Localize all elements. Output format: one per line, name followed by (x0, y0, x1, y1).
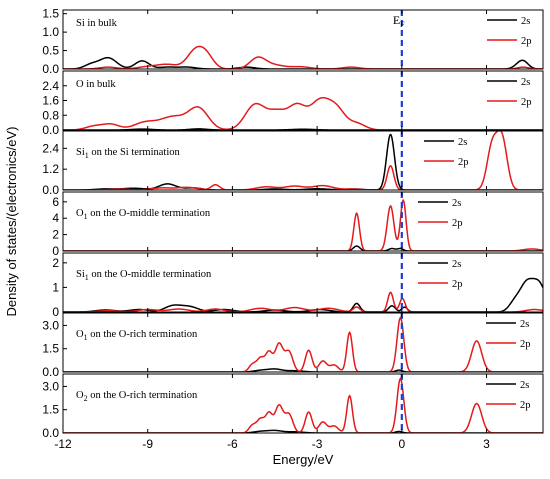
y-tick-label: 0.0 (42, 183, 59, 197)
x-tick-label: -3 (312, 437, 323, 451)
y-tick-label: 0.0 (42, 365, 59, 379)
series-line-2s-panel-5 (63, 277, 543, 312)
panel-label: O in bulk (76, 79, 116, 90)
y-tick-label: 6 (52, 195, 59, 209)
panel-frame (62, 373, 544, 434)
panel-label-rest: on the O-middle termination (88, 208, 211, 219)
panel-label: Si in bulk (76, 18, 118, 29)
y-tick-label: 1.2 (42, 162, 59, 176)
x-tick-label: -9 (142, 437, 153, 451)
panel-label-subscript: 1 (85, 151, 89, 160)
y-tick-label: 0 (52, 305, 59, 319)
fermi-label: EF (393, 13, 405, 29)
panel-label: Si1 on the O-middle termination (76, 269, 212, 282)
panel-frame (62, 312, 544, 373)
legend-label-2p: 2p (458, 157, 469, 168)
series-line-2p-panel-3 (63, 131, 543, 190)
panel-frame (62, 130, 544, 191)
y-tick-label: 1.0 (42, 25, 59, 39)
legend-label-2s: 2s (521, 77, 530, 88)
panel-label: O1 on the O-rich termination (76, 329, 198, 342)
legend-label-2p: 2p (452, 279, 463, 290)
y-tick-label: 1 (52, 280, 59, 294)
y-tick-label: 0.0 (42, 426, 59, 440)
legend-label-2p: 2p (520, 339, 531, 350)
panel-frame (62, 9, 544, 70)
x-tick-label: 0 (398, 437, 405, 451)
y-tick-label: 0 (52, 244, 59, 258)
x-tick-label: -12 (54, 437, 72, 451)
panel-frame (62, 191, 544, 252)
panel-label-subscript: 1 (84, 333, 88, 342)
legend-label-2s: 2s (520, 380, 529, 391)
legend-label-2p: 2p (520, 400, 531, 411)
y-tick-label: 2.4 (42, 79, 59, 93)
panel-label-main: O (76, 329, 84, 340)
fermi-label-main: E (393, 13, 400, 27)
series-line-2p-panel-2 (63, 96, 543, 130)
panel-label-subscript: 1 (84, 212, 88, 221)
y-tick-label: 2 (52, 256, 59, 270)
y-tick-label: 2 (52, 228, 59, 242)
x-tick-label: -6 (227, 437, 238, 451)
y-tick-label: 1.5 (42, 342, 59, 356)
panel-label-main: Si (76, 269, 85, 280)
panel-label-rest: on the O-middle termination (89, 269, 212, 280)
fermi-label-subscript: F (400, 20, 405, 29)
legend-label-2p: 2p (521, 36, 532, 47)
y-tick-label: 0.0 (42, 123, 59, 137)
legend-label-2p: 2p (452, 218, 463, 229)
panel-label-main: O (76, 208, 84, 219)
series-line-2s-panel-6 (63, 368, 543, 372)
panel-label-subscript: 1 (85, 273, 89, 282)
y-tick-label: 1.6 (42, 94, 59, 108)
legend-label-2s: 2s (452, 198, 461, 209)
panel-frame (62, 70, 544, 131)
series-line-2p-panel-6 (63, 316, 543, 372)
y-tick-label: 3.0 (42, 318, 59, 332)
y-tick-label: 4 (52, 211, 59, 225)
series-line-2s-panel-1 (63, 56, 543, 69)
legend-label-2s: 2s (452, 259, 461, 270)
series-line-2p-panel-1 (63, 45, 543, 69)
y-tick-label: 0.0 (42, 62, 59, 76)
x-tick-label: 3 (483, 437, 490, 451)
panel-label-subscript: 2 (84, 394, 88, 403)
series-line-2s-panel-7 (63, 429, 543, 433)
panel-label-rest: on the Si termination (89, 147, 181, 158)
y-tick-label: 3.0 (42, 379, 59, 393)
legend-label-2p: 2p (521, 97, 532, 108)
x-axis-title: Energy/eV (273, 452, 334, 467)
y-axis-title: Density of states/(electronics/eV) (4, 126, 19, 316)
panel-frame (62, 252, 544, 313)
series-line-2p-panel-7 (63, 377, 543, 433)
panel-label-rest: on the O-rich termination (88, 329, 198, 340)
legend-label-2s: 2s (520, 319, 529, 330)
y-tick-label: 0.5 (42, 44, 59, 58)
panel-label-rest: on the O-rich termination (88, 390, 198, 401)
panel-label: O1 on the O-middle termination (76, 208, 211, 221)
y-tick-label: 2.4 (42, 141, 59, 155)
legend-label-2s: 2s (458, 137, 467, 148)
y-tick-label: 1.5 (42, 403, 59, 417)
panel-label-main: Si (76, 147, 85, 158)
y-tick-label: 0.8 (42, 108, 59, 122)
series-line-2s-panel-3 (63, 133, 543, 190)
series-line-2s-panel-2 (63, 128, 543, 130)
panel-label-main: O (76, 390, 84, 401)
y-tick-label: 1.5 (42, 7, 59, 21)
series-line-2p-panel-5 (63, 291, 543, 312)
legend-label-2s: 2s (521, 16, 530, 27)
panel-label: Si1 on the Si termination (76, 147, 181, 160)
panel-label: O2 on the O-rich termination (76, 390, 198, 403)
